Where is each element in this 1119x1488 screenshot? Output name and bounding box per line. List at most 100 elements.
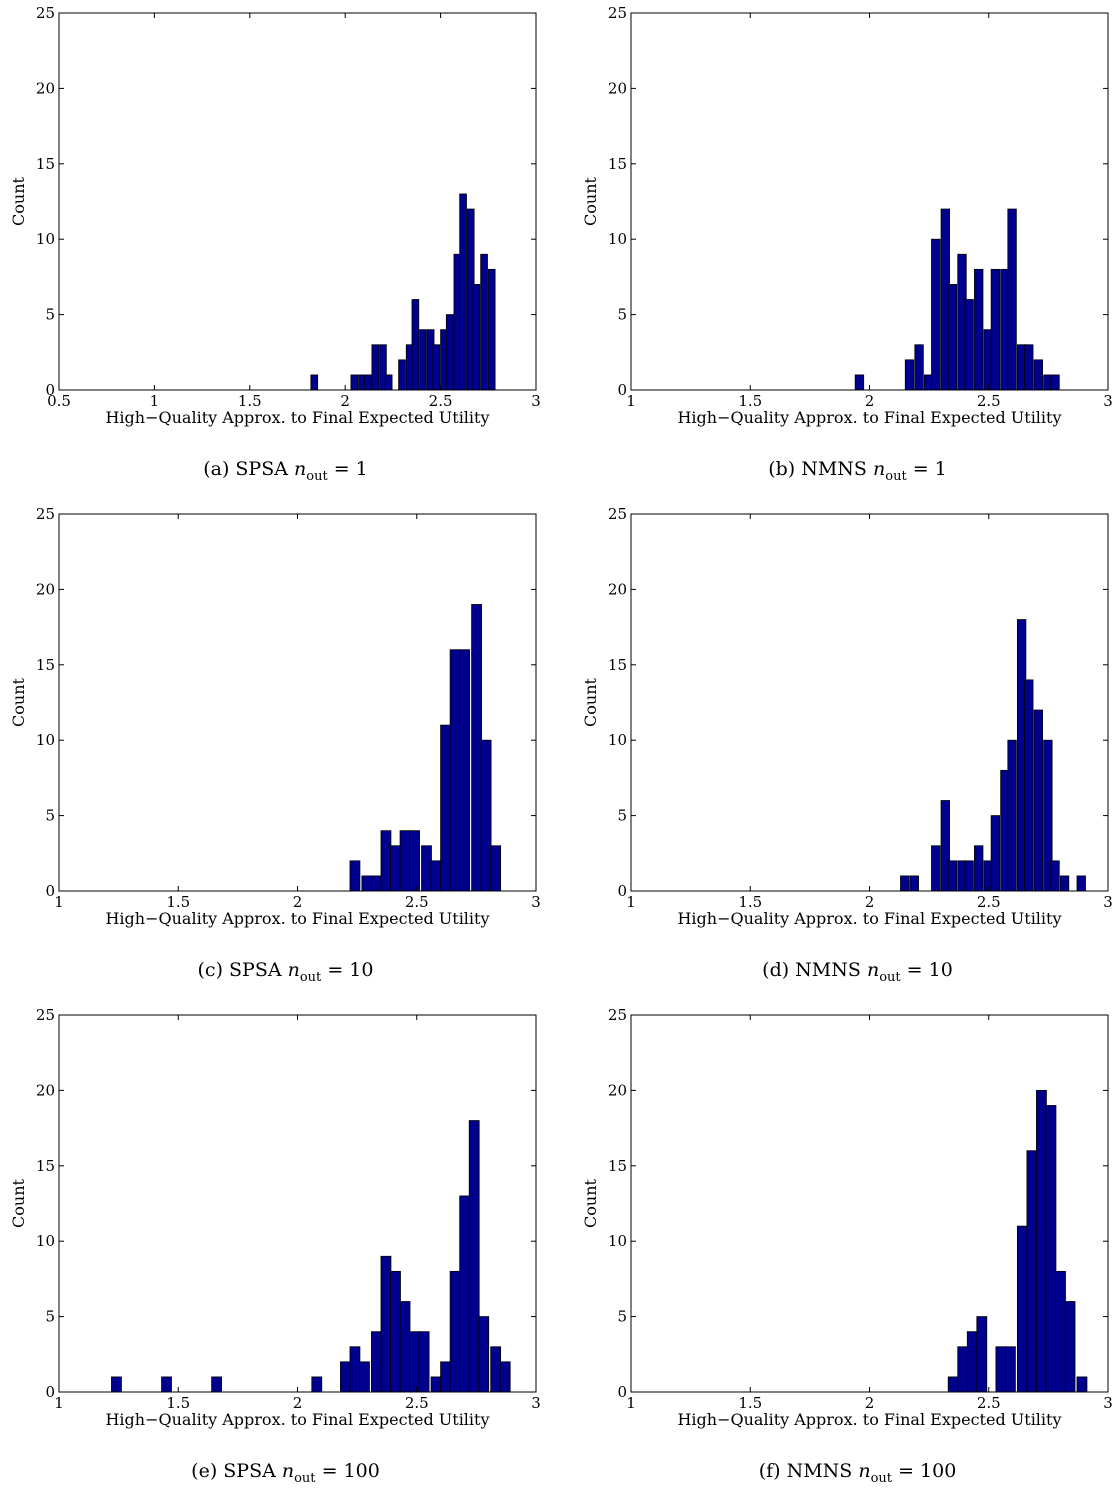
y-axis-label: Count: [9, 176, 28, 225]
y-tick-label: 0: [617, 882, 627, 900]
x-tick-label: 2: [293, 893, 303, 911]
histogram-bar: [964, 299, 974, 391]
histogram-bar: [211, 1376, 222, 1393]
histogram-panel-e: 1 1.5 2 2.5 3 0 5 10 15 20 25 High−Quality Approx. …: [9, 1006, 541, 1486]
x-axis-label: High−Quality Approx. to Final Expected U…: [105, 909, 489, 928]
histogram-bar: [398, 359, 406, 391]
x-tick-label: 1.5: [166, 893, 190, 911]
y-tick-label: 10: [36, 731, 55, 749]
histogram-bar: [440, 724, 451, 892]
x-tick-label: 2: [865, 392, 875, 410]
histogram-bar: [311, 1376, 323, 1393]
x-tick-label: 1: [54, 1394, 64, 1412]
histogram-bar: [1016, 1225, 1028, 1393]
y-tick-label: 15: [608, 656, 627, 674]
x-tick-label: 2: [865, 1394, 875, 1412]
y-tick-label: 25: [36, 1006, 55, 1024]
histogram-bar: [914, 344, 924, 391]
histogram-bar: [371, 1331, 382, 1393]
x-tick-label: 1: [54, 893, 64, 911]
x-axis-label: High−Quality Approx. to Final Expected U…: [105, 1410, 489, 1429]
histogram-bar: [990, 815, 1001, 892]
histogram-bar: [421, 845, 432, 892]
x-tick-label: 3: [531, 392, 541, 410]
x-tick-label: 1: [626, 893, 636, 911]
x-tick-label: 2.5: [405, 893, 429, 911]
bars: [900, 619, 1086, 892]
bars: [111, 1120, 511, 1393]
y-tick-label: 0: [617, 381, 627, 399]
x-tick-label: 0.5: [47, 392, 71, 410]
histogram-bar: [931, 238, 941, 391]
x-tick-label: 3: [531, 893, 541, 911]
histogram-bar: [361, 875, 373, 892]
histogram-bar: [472, 284, 481, 391]
histogram-bar: [349, 860, 361, 892]
panel-caption: (e) SPSA nout = 100: [191, 1460, 380, 1486]
histogram-bar: [490, 845, 502, 892]
y-tick-label: 10: [608, 230, 627, 248]
x-axis-label: High−Quality Approx. to Final Expected U…: [677, 1410, 1061, 1429]
x-axis-label: High−Quality Approx. to Final Expected U…: [105, 408, 489, 427]
y-tick-label: 15: [36, 656, 55, 674]
histogram-bar: [1024, 344, 1034, 391]
panel-caption: (c) SPSA nout = 10: [198, 959, 374, 985]
y-tick-label: 10: [36, 230, 55, 248]
bars: [854, 208, 1060, 391]
histogram-bar: [487, 268, 496, 391]
y-tick-label: 10: [608, 1232, 627, 1250]
x-axis-label: High−Quality Approx. to Final Expected U…: [677, 408, 1061, 427]
histogram-bar: [418, 1331, 430, 1393]
histogram-bar: [419, 329, 427, 391]
histogram-bar: [380, 830, 392, 892]
histogram-bar: [1033, 709, 1043, 892]
histogram-bar: [1026, 1150, 1038, 1393]
histogram-bar: [459, 193, 467, 391]
histogram-bar: [471, 604, 482, 892]
histogram-bar: [411, 299, 420, 391]
histogram-panel-d: 1 1.5 2 2.5 3 0 5 10 15 20 25 High−Quality Approx. …: [581, 505, 1113, 985]
histogram-bar: [445, 314, 454, 391]
histogram-bar: [1024, 679, 1034, 892]
x-tick-label: 1.5: [238, 392, 262, 410]
histogram-bar: [390, 845, 401, 892]
histogram-bar: [399, 830, 411, 892]
histogram-bar: [1064, 1301, 1076, 1393]
histogram-bar: [966, 1331, 978, 1393]
histogram-bar: [974, 845, 984, 892]
y-tick-label: 15: [36, 155, 55, 173]
histogram-bar: [371, 344, 380, 391]
y-axis-label: Count: [9, 1178, 28, 1227]
bars: [349, 604, 502, 892]
bars: [310, 193, 496, 391]
histogram-bar: [995, 1346, 1007, 1393]
y-tick-label: 20: [608, 79, 627, 97]
y-tick-label: 5: [45, 1308, 55, 1326]
y-tick-label: 20: [36, 580, 55, 598]
histogram-bar: [1050, 374, 1060, 391]
histogram-bar: [480, 253, 488, 391]
y-tick-label: 15: [36, 1157, 55, 1175]
histogram-bar: [1050, 860, 1060, 892]
histogram-bar: [380, 1255, 392, 1393]
x-tick-label: 2.5: [405, 1394, 429, 1412]
histogram-bar: [900, 875, 910, 892]
x-tick-label: 2.5: [977, 1394, 1001, 1412]
y-tick-label: 0: [617, 1383, 627, 1401]
y-tick-label: 20: [608, 1081, 627, 1099]
axes-frame: [58, 12, 537, 391]
histogram-bar: [384, 374, 393, 391]
histogram-panel-f: 1 1.5 2 2.5 3 0 5 10 15 20 25 High−Quality Approx. …: [581, 1006, 1113, 1486]
histogram-bar: [468, 1120, 480, 1393]
x-tick-label: 1: [626, 392, 636, 410]
histogram-bar: [1033, 359, 1043, 391]
x-tick-label: 2: [293, 1394, 303, 1412]
histogram-bar: [390, 1270, 401, 1393]
y-tick-label: 5: [617, 306, 627, 324]
histogram-bar: [111, 1376, 122, 1393]
histogram-bar: [947, 1376, 959, 1393]
histogram-bar: [430, 860, 442, 892]
x-tick-label: 1.5: [738, 392, 762, 410]
histogram-bar: [990, 268, 1001, 391]
